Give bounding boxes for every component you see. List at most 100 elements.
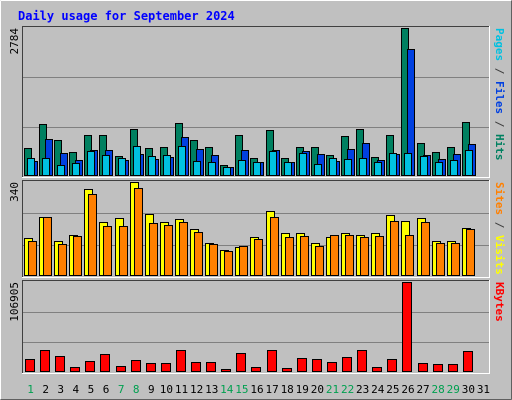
bar-kbytes-day-15 bbox=[236, 353, 246, 372]
bar-kbytes-day-11 bbox=[176, 350, 186, 372]
bar-sites-day-6 bbox=[103, 226, 112, 276]
bar-kbytes-day-30 bbox=[463, 351, 473, 372]
panel-plot-area bbox=[22, 280, 490, 374]
x-tick-label-day-8: 8 bbox=[133, 383, 140, 396]
bar-kbytes-day-6 bbox=[100, 354, 110, 372]
bar-kbytes-day-1 bbox=[25, 359, 35, 372]
series-legend: Sites / Visits bbox=[493, 182, 506, 275]
bar-pages-day-28 bbox=[435, 162, 443, 176]
bar-kbytes-day-3 bbox=[55, 356, 65, 372]
bar-pages-day-14 bbox=[223, 167, 231, 176]
x-tick-label-day-26: 26 bbox=[401, 383, 414, 396]
series-legend: KBytes bbox=[493, 282, 506, 322]
bar-kbytes-day-7 bbox=[116, 366, 126, 372]
bar-pages-day-23 bbox=[359, 158, 367, 176]
x-tick-label-day-14: 14 bbox=[220, 383, 234, 396]
bar-sites-day-21 bbox=[330, 235, 339, 276]
x-tick-label-day-13: 13 bbox=[205, 383, 218, 396]
bar-kbytes-day-18 bbox=[282, 368, 292, 372]
bar-pages-day-11 bbox=[178, 146, 186, 176]
bar-sites-day-9 bbox=[149, 223, 158, 276]
y-axis-max-label: 2784 bbox=[8, 28, 21, 55]
bar-kbytes-day-19 bbox=[297, 358, 307, 372]
bar-pages-day-16 bbox=[253, 162, 261, 176]
x-tick-label-day-28: 28 bbox=[432, 383, 445, 396]
x-tick-label-day-23: 23 bbox=[356, 383, 369, 396]
bar-kbytes-day-29 bbox=[448, 364, 458, 372]
legend-entry: Pages bbox=[493, 28, 506, 61]
x-tick-label-day-16: 16 bbox=[250, 383, 263, 396]
x-axis-labels: 1 2 3 4 5 6 7 8 9 10 11 12 13 14 15 16 17 18 19 20 21 22 23 24 2… bbox=[27, 383, 490, 396]
bar-pages-day-9 bbox=[148, 156, 156, 176]
bar-sites-day-25 bbox=[390, 221, 399, 276]
legend-entry: Sites bbox=[493, 182, 506, 215]
bar-kbytes-day-26 bbox=[402, 282, 412, 372]
hits-files-pages-panel: 2784 Pages / Files / Hits bbox=[8, 26, 506, 178]
bar-pages-day-8 bbox=[133, 146, 141, 176]
x-tick-label-day-11: 11 bbox=[175, 383, 188, 396]
bar-sites-day-26 bbox=[405, 235, 414, 276]
x-tick-label-day-5: 5 bbox=[88, 383, 95, 396]
bar-kbytes-day-22 bbox=[342, 357, 352, 372]
bar-pages-day-15 bbox=[238, 160, 246, 176]
y-axis-max-label: 340 bbox=[8, 182, 21, 202]
bar-sites-day-13 bbox=[209, 244, 218, 276]
bar-kbytes-day-10 bbox=[161, 363, 171, 372]
bar-pages-day-30 bbox=[465, 150, 473, 176]
bar-pages-day-27 bbox=[420, 156, 428, 176]
x-tick-label-day-27: 27 bbox=[416, 383, 429, 396]
series-legend: Pages / Files / Hits bbox=[493, 28, 506, 161]
bar-kbytes-day-13 bbox=[206, 362, 216, 372]
bar-sites-day-30 bbox=[466, 229, 475, 276]
legend-entry: Hits bbox=[493, 134, 506, 161]
bar-pages-day-10 bbox=[163, 155, 171, 176]
bar-pages-day-3 bbox=[57, 165, 65, 176]
x-tick-label-day-3: 3 bbox=[57, 383, 64, 396]
bar-kbytes-day-25 bbox=[387, 359, 397, 372]
legend-entry: Files bbox=[493, 81, 506, 114]
bar-sites-day-11 bbox=[179, 222, 188, 276]
visits-sites-panel: 340 Sites / Visits bbox=[8, 180, 506, 278]
y-axis-max-label: 106905 bbox=[8, 282, 21, 322]
bar-sites-day-19 bbox=[300, 236, 309, 276]
bar-sites-day-22 bbox=[345, 235, 354, 276]
bar-pages-day-24 bbox=[374, 162, 382, 176]
bar-pages-day-20 bbox=[314, 164, 322, 176]
bar-sites-day-17 bbox=[270, 217, 279, 276]
bar-kbytes-day-28 bbox=[433, 364, 443, 372]
bar-pages-day-13 bbox=[208, 162, 216, 176]
bar-pages-day-12 bbox=[193, 161, 201, 176]
bar-sites-day-7 bbox=[119, 226, 128, 276]
bar-kbytes-day-9 bbox=[146, 363, 156, 372]
x-tick-label-day-25: 25 bbox=[386, 383, 399, 396]
bar-sites-day-29 bbox=[451, 243, 460, 276]
bar-sites-day-3 bbox=[58, 244, 67, 276]
bar-sites-day-15 bbox=[239, 246, 248, 276]
bar-pages-day-7 bbox=[118, 158, 126, 176]
x-tick-label-day-1: 1 bbox=[27, 383, 34, 396]
bar-pages-day-18 bbox=[284, 162, 292, 176]
x-tick-label-day-18: 18 bbox=[281, 383, 294, 396]
bar-kbytes-day-12 bbox=[191, 362, 201, 372]
bar-pages-day-19 bbox=[299, 153, 307, 176]
bar-sites-day-20 bbox=[315, 246, 324, 276]
bar-pages-day-4 bbox=[72, 163, 80, 176]
bar-kbytes-day-24 bbox=[372, 367, 382, 372]
x-tick-label-day-31: 31 bbox=[477, 383, 490, 396]
x-tick-label-day-17: 17 bbox=[265, 383, 278, 396]
x-tick-label-day-24: 24 bbox=[371, 383, 385, 396]
bar-pages-day-2 bbox=[42, 158, 50, 176]
chart-title: Daily usage for September 2024 bbox=[18, 9, 235, 23]
x-tick-label-day-22: 22 bbox=[341, 383, 354, 396]
x-tick-label-day-7: 7 bbox=[118, 383, 125, 396]
x-tick-label-day-4: 4 bbox=[73, 383, 80, 396]
bar-kbytes-day-5 bbox=[85, 361, 95, 372]
bar-pages-day-5 bbox=[87, 151, 95, 176]
legend-entry: / bbox=[493, 215, 506, 235]
x-tick-label-day-15: 15 bbox=[235, 383, 248, 396]
legend-entry: / bbox=[493, 61, 506, 81]
kbytes-panel: 106905 KBytes bbox=[8, 280, 506, 374]
x-tick-label-day-9: 9 bbox=[148, 383, 155, 396]
bar-sites-day-28 bbox=[436, 243, 445, 276]
